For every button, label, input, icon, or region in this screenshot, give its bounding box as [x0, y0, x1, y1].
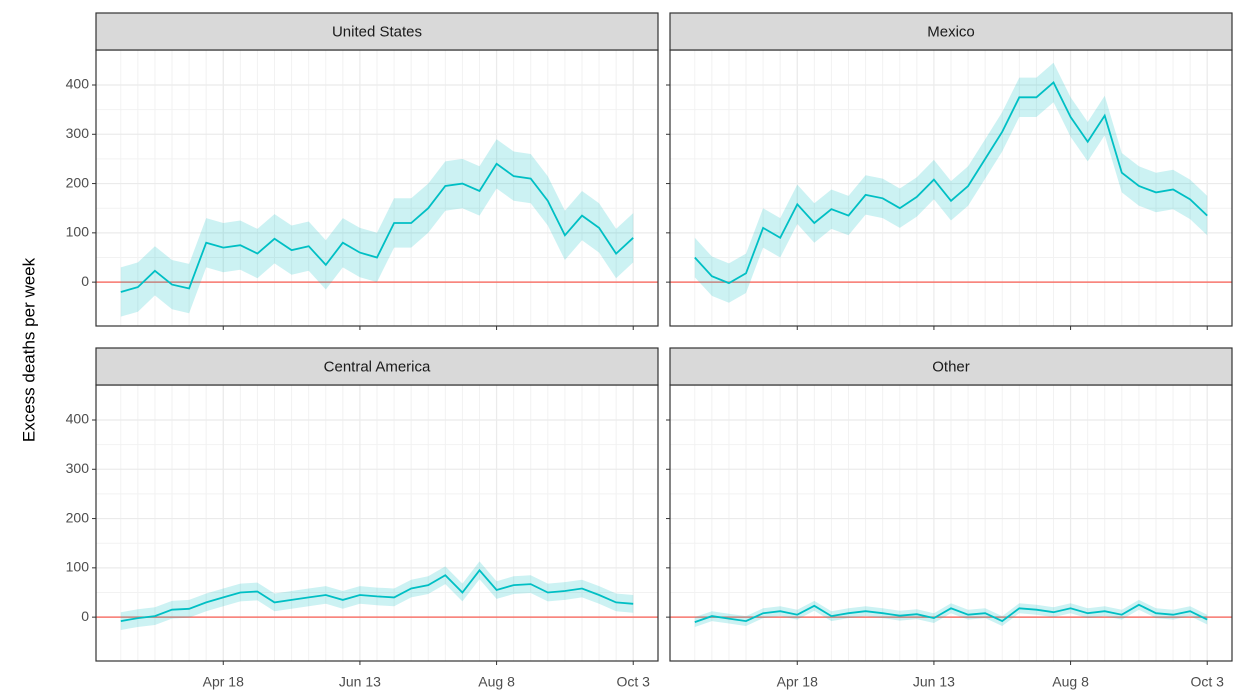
- confidence-band: [694, 599, 1208, 627]
- x-tick-label: Apr 18: [777, 674, 818, 690]
- facet-title: Other: [932, 358, 970, 375]
- x-tick-label: Aug 8: [478, 674, 515, 690]
- x-tick-label: Oct 3: [1190, 674, 1224, 690]
- facet-strip: [95, 12, 659, 51]
- y-tick-label: 400: [66, 76, 90, 92]
- y-axis-label: Excess deaths per week: [19, 257, 38, 442]
- facet-strip: [669, 347, 1233, 386]
- series-line: [120, 568, 634, 622]
- y-tick-label: 200: [66, 174, 90, 190]
- x-tick-label: Jun 13: [913, 674, 955, 690]
- x-tick-label: Aug 8: [1052, 674, 1089, 690]
- facet-strip: [95, 347, 659, 386]
- y-tick-label: 100: [66, 224, 90, 240]
- y-tick-label: 300: [66, 125, 90, 141]
- y-tick-label: 400: [66, 411, 90, 427]
- series-line: [694, 603, 1208, 623]
- y-tick-label: 100: [66, 559, 90, 575]
- confidence-band: [120, 139, 634, 317]
- series-line: [694, 81, 1208, 285]
- confidence-band: [694, 62, 1208, 303]
- x-tick-label: Apr 18: [203, 674, 244, 690]
- x-tick-label: Oct 3: [616, 674, 650, 690]
- series-line: [120, 162, 634, 293]
- y-tick-label: 200: [66, 509, 90, 525]
- facet-strip: [669, 12, 1233, 51]
- facet-title: Mexico: [927, 23, 975, 40]
- y-tick-label: 300: [66, 460, 90, 476]
- facet-title: Central America: [324, 358, 431, 375]
- y-tick-label: 0: [81, 608, 89, 624]
- x-tick-label: Jun 13: [339, 674, 381, 690]
- facet-title: United States: [332, 23, 422, 40]
- y-tick-label: 0: [81, 273, 89, 289]
